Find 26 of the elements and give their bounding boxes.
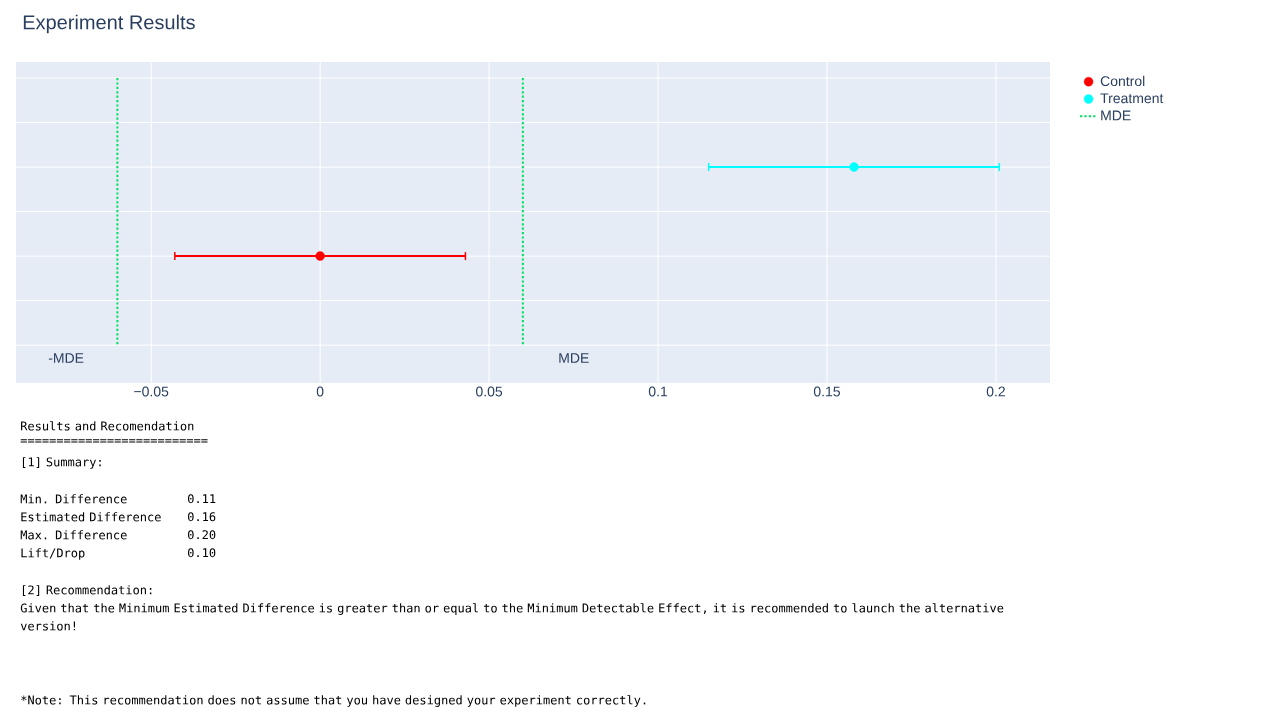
legend-label: MDE (1101, 110, 1131, 121)
text: Given that the Minimum Estimated Difference is greater than or equal to the Minimum Detectable Effect, it is recommended to launch the alternative version! (20, 603, 1004, 631)
x-tick-label: 0 (316, 386, 324, 397)
annotation: -MDE (48, 353, 84, 363)
chart-title: Experiment Results (23, 14, 195, 34)
text: 0.11 (188, 494, 216, 504)
text: *Note: This recommendation does not assume that you have designed your experiment correctly. (21, 695, 646, 707)
text: 0.16 (188, 512, 216, 522)
legend-label: Control (1100, 75, 1145, 87)
x-tick-label: 0.2 (986, 386, 1005, 397)
text: Max. Difference (20, 530, 127, 540)
text: Lift/Drop (21, 548, 85, 560)
text: [1] Summary: (22, 457, 101, 469)
x-tick-label: 0.1 (648, 386, 668, 397)
text: Min. Difference (20, 494, 127, 504)
legend-label: Treatment (1100, 93, 1164, 104)
text: 0.10 (188, 548, 216, 558)
text: [2] Recommendation: (22, 585, 152, 596)
text: 0.20 (188, 530, 216, 540)
x-tick-label: 0.05 (476, 386, 503, 397)
x-tick-label: −0.05 (134, 386, 169, 397)
x-tick-label: 0.15 (813, 386, 841, 397)
text: ========================== (20, 439, 208, 443)
annotation: MDE (559, 353, 589, 363)
text: Results and Recomendation (21, 421, 194, 431)
text: Estimated Difference (21, 512, 161, 522)
